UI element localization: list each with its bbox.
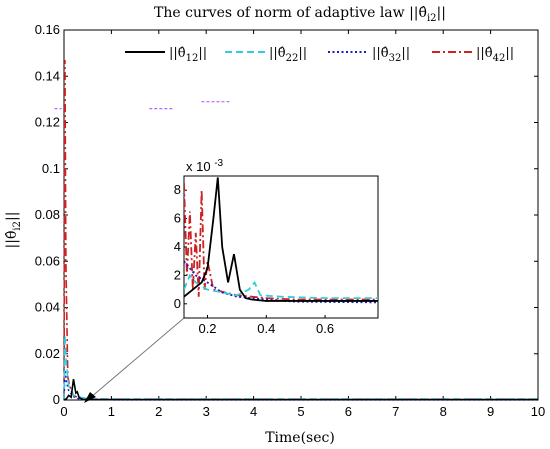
legend-text: ||θ̂12||: [169, 46, 207, 64]
x-tick-label: 8: [440, 404, 447, 419]
y-tick-label: 0.06: [35, 253, 60, 268]
y-tick-label: 0: [53, 392, 60, 407]
y-tick-label: 0.16: [35, 22, 60, 37]
zoom-arrow-head: [84, 392, 96, 403]
y-tick-label: 0.1: [42, 161, 60, 176]
main-series-lines: [54, 60, 538, 401]
x-axis-label: Time(sec): [265, 430, 335, 446]
y-tick-label: 0.14: [35, 68, 60, 83]
x-tick-label: 9: [487, 404, 494, 419]
x-tick-label: 2: [155, 404, 162, 419]
inset-x-tick-label: 0.4: [257, 321, 275, 336]
zoom-connector-line: [89, 317, 185, 399]
inset-plot-area: [183, 175, 379, 319]
y-axis-label: ||θ̂i2||: [4, 212, 23, 249]
x-tick-label: 7: [392, 404, 399, 419]
inset-axis-ticks: 0.2 0.4 0.6 0 2 4 6 8: [174, 182, 334, 336]
inset-x-tick-label: 0.6: [316, 321, 334, 336]
chart-title: The curves of norm of adaptive law ||θ̂i…: [154, 5, 446, 24]
x-tick-label: 0: [60, 404, 67, 419]
inset-series-lines: [184, 177, 378, 304]
x-tick-label: 5: [297, 404, 304, 419]
x-tick-label: 10: [531, 404, 545, 419]
inset-y-tick-label: 8: [174, 182, 181, 197]
inset-series-line: [184, 273, 378, 300]
y-tick-label: 0.04: [35, 300, 60, 315]
inset-series-line: [184, 177, 378, 302]
inset-series-line: [184, 183, 378, 301]
chart-legend: ||θ̂12|| ||θ̂22|| ||θ̂32|| ||θ̂42||: [125, 46, 514, 64]
inset-y-tick-label: 6: [174, 211, 181, 226]
inset-y-tick-label: 4: [174, 239, 181, 254]
main-axis-ticks: 0 1 2 3 4 5 6 7 8 9 10 0 0.02 0.04 0.06 0.08 0.1 0.12 0.14…: [35, 22, 546, 419]
x-tick-label: 1: [108, 404, 115, 419]
x-tick-label: 4: [250, 404, 257, 419]
inset-y-tick-label: 0: [174, 296, 181, 311]
main-series-line: [63, 369, 538, 401]
y-tick-label: 0.12: [35, 115, 60, 130]
inset-exponent-label: x 10 -3: [186, 158, 224, 174]
y-tick-label: 0.02: [35, 346, 60, 361]
legend-text: ||θ̂32||: [372, 46, 410, 64]
legend-text: ||θ̂22||: [269, 46, 307, 64]
y-tick-label: 0.08: [35, 207, 60, 222]
main-series-line: [63, 379, 538, 401]
x-tick-label: 6: [345, 404, 352, 419]
inset-x-tick-label: 0.2: [198, 321, 216, 336]
x-tick-label: 3: [203, 404, 210, 419]
legend-text: ||θ̂42||: [476, 46, 514, 64]
inset-y-tick-label: 2: [174, 267, 181, 282]
